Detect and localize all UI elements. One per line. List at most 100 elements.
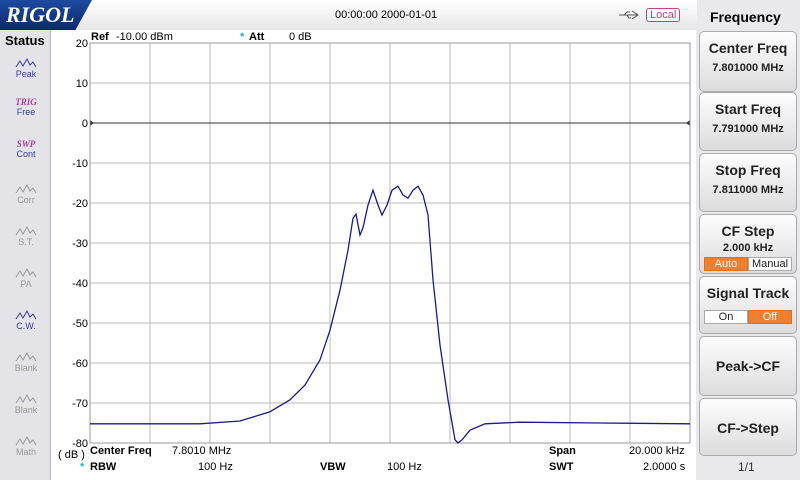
status-item-label: PA [20, 279, 32, 289]
option-row: On Off [700, 307, 796, 325]
vbw-value: 100 Hz [387, 461, 422, 473]
y-tick-label: 0 [82, 118, 88, 130]
status-panel [0, 30, 51, 480]
menu-button-label: CF->Step [717, 420, 779, 436]
y-tick-label: 20 [76, 38, 88, 50]
menu-button[interactable]: CF->Step [699, 398, 797, 456]
att-value: 0 dB [289, 31, 312, 43]
vbw-label: VBW [320, 461, 346, 473]
status-item-label: C.W. [16, 321, 36, 331]
menu-button-value: 7.801000 MHz [712, 62, 784, 74]
status-icon-path [15, 351, 37, 362]
ref-value: -10.00 dBm [116, 31, 173, 43]
status-icon [15, 267, 37, 278]
status-item-label: Blank [14, 363, 38, 373]
option[interactable]: Manual [748, 257, 792, 271]
status-item-top: SWP [16, 139, 36, 149]
y-tick-label: -70 [72, 398, 88, 410]
menu-button[interactable]: Stop Freq 7.811000 MHz [699, 153, 797, 212]
option[interactable]: Auto [704, 257, 748, 271]
status-item: PA [6, 265, 46, 303]
datetime: 00:00:00 2000-01-01 [335, 9, 438, 21]
status-icon [15, 351, 37, 362]
unit: ( dB ) [58, 449, 85, 461]
status-icon-path [15, 183, 37, 194]
y-tick-label: -80 [72, 438, 88, 450]
menu-button-value: 7.791000 MHz [712, 123, 784, 135]
menu-button[interactable]: CF Step 2.000 kHz Auto Manual [699, 214, 797, 274]
status-item: C.W. [6, 307, 46, 345]
swt-value: 2.0000 s [643, 461, 686, 473]
status-item: Corr [6, 181, 46, 219]
center-value: 7.8010 MHz [172, 445, 232, 457]
status-item: Blank [6, 349, 46, 387]
menu-button[interactable]: Start Freq 7.791000 MHz [699, 92, 797, 151]
status-item: TRIG Free [6, 97, 46, 135]
menu-button-label: Start Freq [714, 101, 782, 117]
option-row: Auto Manual [700, 254, 796, 272]
att-label: Att [249, 31, 265, 43]
option[interactable]: On [704, 310, 748, 324]
status-icon [15, 393, 37, 404]
y-tick-label: -40 [72, 278, 88, 290]
status-item-top: TRIG [15, 97, 37, 107]
menu-title: Frequency [710, 9, 781, 25]
center-label: Center Freq [90, 445, 152, 457]
status-icon-path [15, 393, 37, 404]
plot-frame [89, 42, 691, 444]
menu-button[interactable]: Signal Track On Off [699, 276, 797, 334]
span-label: Span [549, 445, 576, 457]
span-value: 20.000 kHz [629, 445, 685, 457]
status-icon-path [15, 309, 37, 320]
y-tick-label: 10 [76, 78, 88, 90]
status-item-label: Blank [14, 405, 38, 415]
status-icon-path [15, 267, 37, 278]
att-flag: * [240, 31, 245, 43]
rbw-label: RBW [90, 461, 117, 473]
y-tick-label: -10 [72, 158, 88, 170]
local-button[interactable]: Local [646, 8, 681, 22]
menu-button-label: Stop Freq [715, 162, 781, 178]
status-icon [15, 57, 37, 68]
status-item-label: S.T. [18, 237, 34, 247]
menu-button-value: 2.000 kHz [722, 242, 774, 254]
header-bar [0, 0, 697, 30]
menu-button-label: Center Freq [708, 40, 788, 56]
y-tick-label: -60 [72, 358, 88, 370]
trace [90, 185, 691, 444]
status-item: Peak [6, 55, 46, 93]
menu-button[interactable]: Peak->CF [699, 336, 797, 396]
logo: RIGOL [0, 0, 92, 30]
status-icon-path [15, 435, 37, 446]
menu-button-label: Peak->CF [715, 358, 781, 374]
status-icon [15, 435, 37, 446]
menu-button[interactable]: Center Freq 7.801000 MHz [699, 31, 797, 92]
status-item-label: Math [15, 447, 36, 457]
option[interactable]: Off [748, 310, 792, 324]
page-indicator: 1/1 [738, 460, 755, 474]
swt-label: SWT [549, 461, 574, 473]
status-item: Math [6, 433, 46, 471]
status-item: SWP Cont [6, 139, 46, 177]
menu-button-value: 7.811000 MHz [712, 184, 784, 196]
status-item-label: Cont [16, 149, 36, 159]
y-tick-label: -50 [72, 318, 88, 330]
ref-label: Ref [91, 31, 109, 43]
status-icon [15, 183, 37, 194]
status-item: S.T. [6, 223, 46, 261]
y-tick-label: -30 [72, 238, 88, 250]
status-item-label: Corr [17, 195, 35, 205]
menu-button-label: Signal Track [706, 285, 790, 301]
menu-button-label: CF Step [721, 223, 775, 239]
rbw-flag: * [80, 461, 85, 473]
usb-icon [619, 10, 639, 20]
status-icon [15, 309, 37, 320]
status-icon-path [15, 57, 37, 68]
status-item-label: Free [16, 107, 36, 117]
plot-area [51, 30, 696, 480]
status-title: Status [5, 33, 45, 48]
y-tick-label: -20 [72, 198, 88, 210]
status-item: Blank [6, 391, 46, 429]
